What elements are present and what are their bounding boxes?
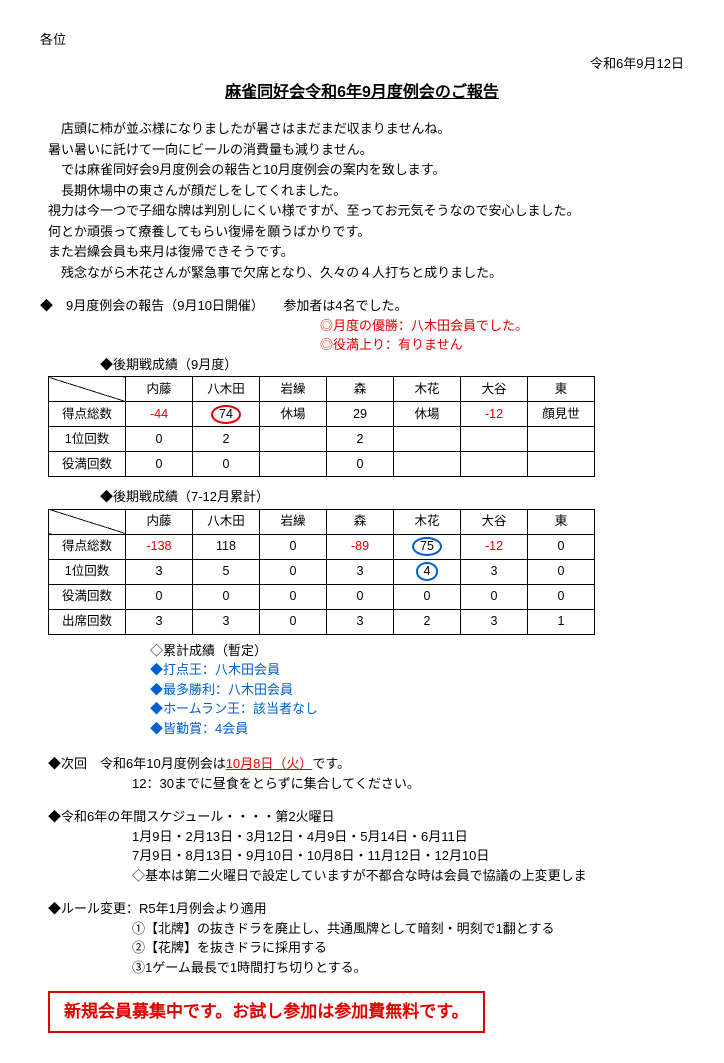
addressee: 各位 bbox=[40, 30, 66, 50]
rule-item: ③1ゲーム最長で1時間打ち切りとする。 bbox=[132, 958, 684, 978]
cumulative-stat: ◆ホームラン王：該当者なし bbox=[150, 699, 684, 719]
body-paragraph: 視力は今一つで子細な牌は判別しにくい様ですが、至ってお元気そうなので安心しました… bbox=[48, 201, 684, 221]
schedule-note: ◇基本は第二火曜日で設定していますが不都合な時は会員で協議の上変更しま bbox=[132, 866, 684, 886]
body-paragraph: 残念ながら木花さんが緊急事で欠席となり、久々の４人打ちと成りました。 bbox=[48, 263, 684, 283]
body-paragraph: では麻雀同好会9月度例会の報告と10月度例会の案内を致します。 bbox=[48, 160, 684, 180]
schedule-line1: 1月9日・2月13日・3月12日・4月9日・5月14日・6月11日 bbox=[132, 827, 684, 847]
rule-item: ②【花牌】を抜きドラに採用する bbox=[132, 938, 684, 958]
report-header: ◆ 9月度例会の報告（9月10日開催） 参加者は4名でした。 bbox=[40, 296, 684, 316]
table1-title: ◆後期戦成績（9月度） bbox=[100, 355, 684, 375]
body-paragraph: 何とか頑張って療養してもらい復帰を願うばかりです。 bbox=[48, 222, 684, 242]
rule-item: ①【北牌】の抜きドラを廃止し、共通風牌として暗刻・明刻で1翻とする bbox=[132, 919, 684, 939]
yakuman-line: ◎役満上り：有りません bbox=[320, 335, 684, 355]
winner-line: ◎月度の優勝：八木田会員でした。 bbox=[320, 316, 684, 336]
schedule-header: ◆令和6年の年間スケジュール・・・・第2火曜日 bbox=[48, 807, 684, 827]
body-paragraph: 店頭に柿が並ぶ様になりましたが暑さはまだまだ収まりませんね。 bbox=[48, 119, 684, 139]
results-table-month: 内藤八木田岩繰森木花大谷東得点総数-4474休場29休場-12顔見世1位回数02… bbox=[48, 376, 595, 477]
body-paragraph: 暑い暑いに託けて一向にビールの消費量も減りません。 bbox=[48, 140, 684, 160]
schedule-line2: 7月9日・8月13日・9月10日・10月8日・11月12日・12月10日 bbox=[132, 846, 684, 866]
date-line: 令和6年9月12日 bbox=[40, 54, 684, 74]
cumulative-stat: ◆最多勝利：八木田会員 bbox=[150, 680, 684, 700]
rules-header: ◆ルール変更：R5年1月例会より適用 bbox=[48, 899, 684, 919]
next-meeting-note: 12：30までに昼食をとらずに集合してください。 bbox=[132, 774, 684, 794]
body-paragraph: また岩繰会員も来月は復帰できそうです。 bbox=[48, 242, 684, 262]
recruit-banner: 新規会員募集中です。お試し参加は参加費無料です。 bbox=[48, 991, 485, 1033]
next-meeting: ◆次回 令和6年10月度例会は10月8日（火）です。 bbox=[48, 754, 684, 774]
document-title: 麻雀同好会令和6年9月度例会のご報告 bbox=[40, 81, 684, 105]
table2-title: ◆後期戦成績（7-12月累計） bbox=[100, 487, 684, 507]
cumulative-stat: ◆打点王：八木田会員 bbox=[150, 660, 684, 680]
cumulative-stat: ◆皆勤賞：4会員 bbox=[150, 719, 684, 739]
cumulative-header: ◇累計成績（暫定） bbox=[150, 641, 684, 661]
results-table-cumulative: 内藤八木田岩繰森木花大谷東得点総数-1381180-8975-1201位回数35… bbox=[48, 509, 595, 635]
body-paragraph: 長期休場中の東さんが顔だしをしてくれました。 bbox=[48, 181, 684, 201]
